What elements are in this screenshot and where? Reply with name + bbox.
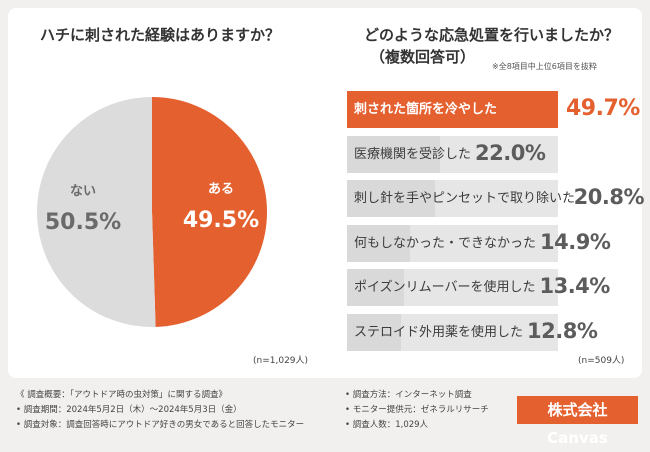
- survey-overview-heading: 《 調査概要：「アウトドア時の虫対策」に関する調査》: [16, 390, 227, 400]
- pie-slice-label: ない: [70, 184, 96, 199]
- bar: [347, 180, 435, 217]
- bar-chart-title: どのような応急処置を行いましたか？: [364, 26, 620, 44]
- bar-value-label: 12.8%: [527, 319, 598, 343]
- bar-track: ステロイド外用薬を使用した: [347, 314, 558, 351]
- bar-category-label: 刺された箇所を冷やした: [354, 102, 498, 117]
- bar-value-label: 20.8%: [573, 185, 645, 209]
- pie-slice-value: 49.5%: [183, 208, 259, 233]
- survey-target: • 調査対象：調査回答時にアウトドア好きの男女であると回答したモニター: [16, 420, 305, 430]
- survey-method: • 調査方法：インターネット調査: [345, 390, 472, 400]
- bar: [347, 91, 558, 128]
- pie-slice-no: [37, 97, 156, 327]
- company-logo: 株式会社 Canvas: [517, 396, 638, 447]
- bar-category-label: 何もしなかった・できなかった: [354, 236, 537, 251]
- bar: [347, 269, 404, 306]
- bar-track: ポイズンリムーバーを使用した: [347, 269, 558, 306]
- infographic: ハチに刺された経験はありますか？ どのような応急処置を行いましたか？ （複数回答…: [8, 8, 645, 447]
- pie-chart: ある 49.5% ない 50.5%: [37, 97, 267, 327]
- bar-category-label: ポイズンリムーバーを使用した: [354, 280, 536, 295]
- bar-value-label: 22.0%: [475, 141, 546, 165]
- respondent-count: • 調査人数：1,029人: [345, 420, 429, 430]
- bar: [347, 136, 440, 173]
- bar-category-label: 医療機関を受診した: [354, 147, 472, 162]
- pie-chart-title: ハチに刺された経験はありますか？: [40, 26, 281, 44]
- monitor-provider: • モニター提供元：ゼネラルリサーチ: [345, 405, 489, 415]
- bar: [347, 225, 410, 262]
- bar-track: 医療機関を受診した: [347, 136, 558, 173]
- bar-track: 何もしなかった・できなかった: [347, 225, 558, 262]
- pie-slice-value: 50.5%: [45, 210, 121, 235]
- bar: [347, 314, 402, 351]
- bar-chart-note: ※全8項目中上位6項目を抜粋: [492, 62, 597, 71]
- pie-sample-size: (n=1,029人): [253, 356, 309, 366]
- bar-track: 刺された箇所を冷やした: [347, 91, 558, 128]
- survey-period: • 調査期間：2024年5月2日（木）～2024年5月3日（金）: [16, 405, 242, 415]
- bar-value-label: 14.9%: [540, 230, 611, 254]
- bar-value-label: 49.7%: [566, 96, 640, 121]
- bar-track: 刺し針を手やピンセットで取り除いた: [347, 180, 575, 217]
- bar-category-label: ステロイド外用薬を使用した: [354, 325, 524, 340]
- bar-sample-size: (n=509人): [578, 356, 625, 366]
- bar-chart-subtitle: （複数回答可）: [370, 48, 476, 66]
- bar-value-label: 13.4%: [539, 274, 610, 298]
- pie-slice-yes: [152, 97, 267, 327]
- pie-slice-label: ある: [208, 182, 234, 197]
- bar-category-label: 刺し針を手やピンセットで取り除いた: [354, 191, 576, 206]
